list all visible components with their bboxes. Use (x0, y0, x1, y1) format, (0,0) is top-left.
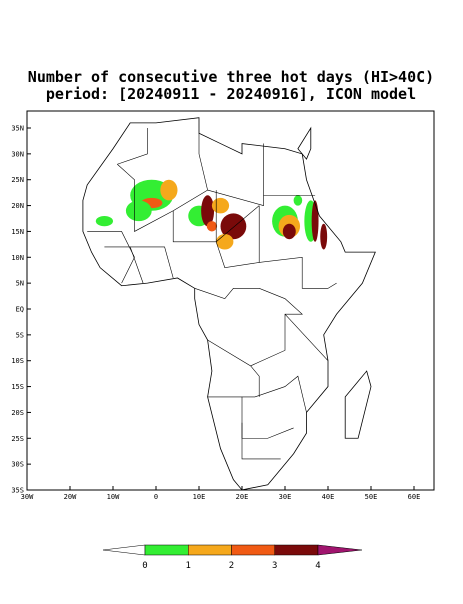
hot-area (320, 223, 328, 250)
border (207, 375, 307, 413)
lat-tick-label: 30S (11, 461, 24, 469)
colorbar-segment (274, 544, 319, 556)
lon-tick-label: 50E (365, 493, 378, 501)
colorbar-label: 0 (142, 561, 147, 571)
hot-area (282, 223, 296, 240)
border (250, 365, 260, 397)
hot-area (125, 200, 152, 222)
border (216, 205, 260, 243)
lon-tick-label: 20E (236, 493, 249, 501)
border (207, 143, 264, 206)
lat-tick-label: 15N (11, 228, 24, 236)
hot-area (311, 200, 319, 242)
colorbar-high (317, 544, 363, 556)
hot-area (160, 179, 178, 201)
coastline (297, 126, 312, 160)
lat-tick-label: 35S (11, 487, 24, 495)
border (215, 241, 260, 268)
lat-tick-label: EQ (16, 306, 24, 314)
lat-tick-label: 35N (11, 125, 24, 133)
lat-tick-label: 25S (11, 435, 24, 443)
map-frame (26, 110, 435, 491)
border (258, 205, 337, 289)
hot-area (211, 197, 230, 214)
colorbar-segment (231, 544, 275, 556)
hot-area (216, 234, 234, 250)
lon-tick-label: 0 (154, 493, 158, 501)
lat-tick-label: 10S (11, 357, 24, 365)
colorbar-label: 1 (186, 561, 191, 571)
border (241, 396, 294, 439)
lon-tick-label: 60E (408, 493, 421, 501)
lon-tick-label: 10E (193, 493, 206, 501)
colorbar: 0 1 2 3 4 (102, 544, 363, 571)
border (207, 298, 303, 367)
coastline (82, 117, 376, 491)
border (284, 313, 329, 361)
title: Number of consecutive three hot days (HI… (28, 68, 434, 86)
colorbar-segment (144, 544, 189, 556)
colorbar-label: 2 (229, 561, 234, 571)
lon-tick-label: 20W (64, 493, 77, 501)
border (172, 190, 217, 243)
border (194, 288, 286, 300)
hot-area (95, 215, 113, 227)
colorbar-label: 3 (272, 561, 277, 571)
lat-tick-label: 5S (16, 331, 24, 339)
lon-tick-label: 10W (107, 493, 120, 501)
hot-area (206, 221, 218, 232)
border (241, 422, 281, 460)
lat-tick-label: 10N (11, 254, 24, 262)
lat-tick-label: 15S (11, 383, 24, 391)
colorbar-label: 4 (315, 561, 320, 571)
hot-area (293, 195, 303, 206)
lat-tick-label: 20S (11, 409, 24, 417)
colorbar-low (102, 544, 146, 556)
colorbar-segment (188, 544, 232, 556)
subtitle: period: [20240911 - 20240916], ICON mode… (46, 85, 416, 103)
lat-tick-label: 25N (11, 176, 24, 184)
lat-tick-label: 5N (16, 280, 24, 288)
lat-tick-label: 30N (11, 150, 24, 158)
border (117, 128, 148, 165)
map (82, 117, 376, 491)
lon-tick-label: 30E (279, 493, 292, 501)
lon-tick-label: 40E (322, 493, 335, 501)
border (104, 246, 174, 279)
coastline (344, 370, 372, 439)
hot-area (201, 195, 215, 227)
lat-tick-label: 20N (11, 202, 24, 210)
lon-tick-label: 30W (21, 493, 34, 501)
border (87, 231, 135, 284)
